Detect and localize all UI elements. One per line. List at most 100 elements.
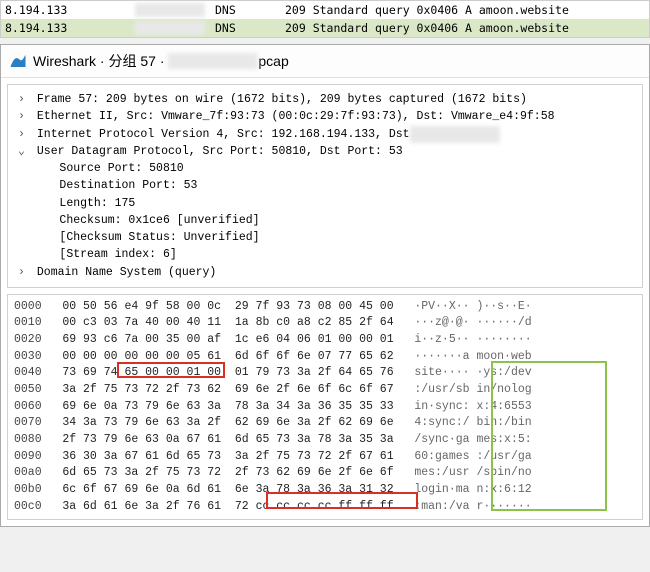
hex-row[interactable]: 0030 00 00 00 00 00 00 05 61 6d 6f 6f 6e…	[14, 349, 636, 366]
hex-ascii-1: 4:sync:/	[414, 416, 469, 429]
hex-ascii-1: mes:/usr	[414, 466, 469, 479]
hex-ascii-1: ···z@·@·	[414, 316, 469, 329]
col-info: 209 Standard query 0x0406 A amoon.websit…	[285, 21, 645, 35]
hex-row[interactable]: 0040 73 69 74 65 00 00 01 00 01 79 73 3a…	[14, 365, 636, 382]
hex-row[interactable]: 0010 00 c3 03 7a 40 00 40 11 1a 8b c0 a8…	[14, 315, 636, 332]
hex-row[interactable]: 00a0 6d 65 73 3a 2f 75 73 72 2f 73 62 69…	[14, 465, 636, 482]
hex-offset: 0010	[14, 316, 42, 329]
hex-bytes-2: 6d 6f 6f 6e 07 77 65 62	[235, 350, 394, 363]
hex-bytes-1: 69 93 c6 7a 00 35 00 af	[62, 333, 221, 346]
file-suffix: pcap	[258, 53, 288, 69]
protocol-tree[interactable]: › Frame 57: 209 bytes on wire (1672 bits…	[7, 84, 643, 288]
hex-bytes-2: 62 69 6e 3a 2f 62 69 6e	[235, 416, 394, 429]
separator: ·	[96, 53, 108, 69]
hex-offset: 00c0	[14, 500, 42, 513]
hex-ascii-1: :/usr/sb	[414, 383, 469, 396]
hex-ascii-1: login·ma	[414, 483, 469, 496]
hex-ascii-2: :/usr/ga	[476, 450, 531, 463]
packet-row-selected[interactable]: 8.194.133 xxxxxxxx DNS 209 Standard quer…	[1, 19, 649, 37]
hex-row[interactable]: 00c0 3a 6d 61 6e 3a 2f 76 61 72 cc cc cc…	[14, 499, 636, 516]
tree-udp-checksum[interactable]: Checksum: 0x1ce6 [unverified]	[18, 212, 632, 229]
hex-bytes-2: 78 3a 34 3a 36 35 35 33	[235, 400, 394, 413]
hex-bytes-2: 72 cc cc cc cc ff ff ff	[235, 500, 394, 513]
hex-bytes-1: 00 50 56 e4 9f 58 00 0c	[62, 300, 221, 313]
hex-bytes-2: 69 6e 2f 6e 6f 6c 6f 67	[235, 383, 394, 396]
tree-dns[interactable]: › Domain Name System (query)	[18, 264, 632, 281]
wireshark-icon	[9, 52, 27, 70]
hex-ascii-2: ·ys:/dev	[476, 366, 531, 379]
hex-offset: 00b0	[14, 483, 42, 496]
tree-udp-dstport[interactable]: Destination Port: 53	[18, 177, 632, 194]
hex-bytes-1: 3a 6d 61 6e 3a 2f 76 61	[62, 500, 221, 513]
chevron-right-icon[interactable]: ›	[18, 91, 30, 108]
hex-ascii-2: ······/d	[476, 316, 531, 329]
tree-ethernet[interactable]: › Ethernet II, Src: Vmware_7f:93:73 (00:…	[18, 108, 632, 125]
col-protocol: DNS	[205, 21, 285, 35]
hex-bytes-2: 6e 3a 78 3a 36 3a 31 32	[235, 483, 394, 496]
hex-ascii-2: in/nolog	[476, 383, 531, 396]
hex-ascii-1: ·······a	[414, 350, 469, 363]
titlebar: Wireshark · 分组 57 · xxxxxxxxxx pcap	[1, 45, 649, 78]
hex-ascii-2: ········	[476, 333, 531, 346]
hex-row[interactable]: 0000 00 50 56 e4 9f 58 00 0c 29 7f 93 73…	[14, 299, 636, 316]
hex-ascii-1: ·PV··X··	[414, 300, 469, 313]
tree-ip[interactable]: › Internet Protocol Version 4, Src: 192.…	[18, 126, 632, 143]
hex-row[interactable]: 0050 3a 2f 75 73 72 2f 73 62 69 6e 2f 6e…	[14, 382, 636, 399]
chevron-down-icon[interactable]: ⌄	[18, 143, 30, 160]
tree-udp-checksum-status[interactable]: [Checksum Status: Unverified]	[18, 229, 632, 246]
hex-bytes-1: 69 6e 0a 73 79 6e 63 3a	[62, 400, 221, 413]
tree-udp-stream[interactable]: [Stream index: 6]	[18, 246, 632, 263]
hex-offset: 0060	[14, 400, 42, 413]
hex-row[interactable]: 0070 34 3a 73 79 6e 63 3a 2f 62 69 6e 3a…	[14, 415, 636, 432]
col-dest-blurred: xxxxxxxx	[135, 21, 205, 35]
hex-bytes-2: 1a 8b c0 a8 c2 85 2f 64	[235, 316, 394, 329]
hex-bytes-2: 1c e6 04 06 01 00 00 01	[235, 333, 394, 346]
hex-offset: 0080	[14, 433, 42, 446]
tree-udp-srcport[interactable]: Source Port: 50810	[18, 160, 632, 177]
hex-pane[interactable]: 0000 00 50 56 e4 9f 58 00 0c 29 7f 93 73…	[7, 294, 643, 521]
hex-row[interactable]: 00b0 6c 6f 67 69 6e 0a 6d 61 6e 3a 78 3a…	[14, 482, 636, 499]
hex-bytes-1: 6d 65 73 3a 2f 75 73 72	[62, 466, 221, 479]
separator2: ·	[156, 53, 168, 69]
packet-detail-window: Wireshark · 分组 57 · xxxxxxxxxx pcap › Fr…	[0, 44, 650, 527]
col-info: 209 Standard query 0x0406 A amoon.websit…	[285, 3, 645, 17]
tree-udp-length[interactable]: Length: 175	[18, 195, 632, 212]
hex-bytes-2: 01 79 73 3a 2f 64 65 76	[235, 366, 394, 379]
hex-bytes-1: 00 00 00 00 00 00 05 61	[62, 350, 221, 363]
col-protocol: DNS	[205, 3, 285, 17]
hex-bytes-1: 73 69 74 65 00 00 01 00	[62, 366, 221, 379]
packet-list: 8.194.133 xxxxxxxx DNS 209 Standard quer…	[0, 0, 650, 38]
hex-row[interactable]: 0060 69 6e 0a 73 79 6e 63 3a 78 3a 34 3a…	[14, 399, 636, 416]
hex-ascii-1: i··z·5··	[414, 333, 469, 346]
hex-offset: 0000	[14, 300, 42, 313]
packet-row[interactable]: 8.194.133 xxxxxxxx DNS 209 Standard quer…	[1, 1, 649, 19]
filename-blurred: xxxxxxxxxx	[168, 53, 258, 69]
chevron-right-icon[interactable]: ›	[18, 126, 30, 143]
tree-udp[interactable]: ⌄ User Datagram Protocol, Src Port: 5081…	[18, 143, 632, 160]
hex-bytes-2: 6d 65 73 3a 78 3a 35 3a	[235, 433, 394, 446]
hex-offset: 0050	[14, 383, 42, 396]
hex-row[interactable]: 0090 36 30 3a 67 61 6d 65 73 3a 2f 75 73…	[14, 449, 636, 466]
tree-frame[interactable]: › Frame 57: 209 bytes on wire (1672 bits…	[18, 91, 632, 108]
hex-bytes-1: 2f 73 79 6e 63 0a 67 61	[62, 433, 221, 446]
hex-ascii-2: mes:x:5:	[476, 433, 531, 446]
chevron-right-icon[interactable]: ›	[18, 264, 30, 281]
hex-bytes-2: 2f 73 62 69 6e 2f 6e 6f	[235, 466, 394, 479]
hex-ascii-1: 60:games	[414, 450, 469, 463]
hex-row[interactable]: 0020 69 93 c6 7a 00 35 00 af 1c e6 04 06…	[14, 332, 636, 349]
hex-offset: 0090	[14, 450, 42, 463]
hex-offset: 0070	[14, 416, 42, 429]
chevron-right-icon[interactable]: ›	[18, 108, 30, 125]
hex-ascii-1: in·sync:	[414, 400, 469, 413]
hex-bytes-1: 36 30 3a 67 61 6d 65 73	[62, 450, 221, 463]
group-label: 分组 57	[108, 51, 155, 71]
hex-ascii-2: x:4:6553	[476, 400, 531, 413]
app-name: Wireshark	[33, 53, 96, 69]
hex-bytes-2: 29 7f 93 73 08 00 45 00	[235, 300, 394, 313]
hex-row[interactable]: 0080 2f 73 79 6e 63 0a 67 61 6d 65 73 3a…	[14, 432, 636, 449]
hex-ascii-2: bin:/bin	[476, 416, 531, 429]
hex-bytes-1: 00 c3 03 7a 40 00 40 11	[62, 316, 221, 329]
hex-offset: 0040	[14, 366, 42, 379]
hex-offset: 00a0	[14, 466, 42, 479]
hex-ascii-2: moon·web	[476, 350, 531, 363]
